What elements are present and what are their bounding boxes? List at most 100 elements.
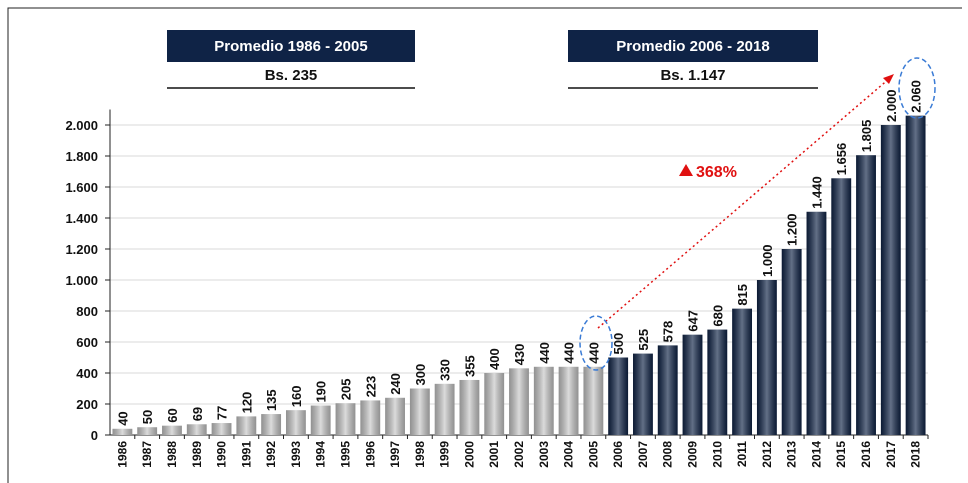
value-label: 120	[239, 392, 254, 414]
x-tick-label: 2004	[562, 441, 576, 468]
x-tick-label: 1986	[115, 441, 129, 468]
x-tick-label: 1990	[215, 441, 229, 468]
y-tick-label: 1.200	[65, 242, 98, 257]
x-tick-label: 2014	[809, 441, 823, 468]
value-label: 525	[636, 329, 651, 351]
bar-sheen	[137, 427, 157, 435]
value-label: 240	[388, 373, 403, 395]
x-tick-label: 1994	[314, 441, 328, 468]
box1-title: Promedio 1986 - 2005	[214, 38, 367, 55]
box1-value: Bs. 235	[265, 67, 318, 84]
x-tick-label: 2013	[785, 441, 799, 468]
x-tick-label: 1998	[413, 441, 427, 468]
x-tick-label: 1996	[363, 441, 377, 468]
x-tick-label: 2005	[586, 441, 600, 468]
y-tick-label: 0	[91, 428, 98, 443]
x-tick-label: 1988	[165, 441, 179, 468]
bar-sheen	[658, 345, 678, 435]
x-tick-label: 2007	[636, 441, 650, 468]
x-tick-label: 2017	[884, 441, 898, 468]
bar-sheen	[906, 116, 926, 435]
x-tick-label: 2011	[735, 441, 749, 467]
value-label: 400	[487, 348, 502, 370]
x-tick-label: 1989	[190, 441, 204, 468]
box2-title: Promedio 2006 - 2018	[616, 38, 769, 55]
value-label: 1.440	[809, 176, 824, 209]
bar-sheen	[807, 212, 827, 435]
y-tick-label: 200	[76, 397, 98, 412]
x-tick-label: 2002	[512, 441, 526, 468]
x-tick-label: 1992	[264, 441, 278, 468]
bar-sheen	[261, 414, 281, 435]
value-label: 60	[165, 408, 180, 422]
x-tick-label: 1991	[239, 441, 253, 468]
x-tick-label: 2009	[686, 441, 700, 468]
bars	[112, 116, 925, 435]
x-tick-label: 2008	[661, 441, 675, 468]
bar-sheen	[856, 155, 876, 435]
x-tick-label: 2012	[760, 441, 774, 468]
value-label: 1.656	[834, 143, 849, 176]
value-label: 815	[735, 284, 750, 306]
value-label: 69	[190, 407, 205, 421]
bar-sheen	[385, 398, 405, 435]
bar-sheen	[583, 367, 603, 435]
value-label: 1.000	[760, 244, 775, 277]
y-tick-label: 600	[76, 335, 98, 350]
x-tick-label: 1995	[338, 441, 352, 468]
x-tick-label: 2001	[487, 441, 501, 468]
value-label: 300	[413, 364, 428, 386]
value-label: 77	[215, 406, 230, 420]
bar-sheen	[881, 125, 901, 435]
growth-label: 368%	[696, 164, 737, 181]
up-triangle	[679, 164, 693, 176]
bar-sheen	[112, 429, 132, 435]
value-label: 680	[710, 305, 725, 327]
value-label: 647	[686, 310, 701, 332]
value-label: 40	[115, 411, 130, 425]
bar-sheen	[633, 354, 653, 435]
value-label: 500	[611, 333, 626, 355]
value-label: 440	[586, 342, 601, 364]
x-tick-label: 1997	[388, 441, 402, 468]
box2-value: Bs. 1.147	[660, 67, 725, 84]
value-label: 355	[462, 355, 477, 377]
bar-sheen	[435, 384, 455, 435]
x-tick-label: 2016	[859, 441, 873, 468]
bar-sheen	[782, 249, 802, 435]
value-label: 50	[140, 410, 155, 424]
x-tick-label: 1999	[438, 441, 452, 468]
value-label: 2.060	[909, 80, 924, 113]
x-tick-label: 2010	[710, 441, 724, 468]
x-tick-label: 2003	[537, 441, 551, 468]
value-label: 430	[512, 344, 527, 366]
value-label: 160	[289, 385, 304, 407]
x-tick-label: 1993	[289, 441, 303, 468]
bar-sheen	[683, 335, 703, 435]
bar-sheen	[831, 178, 851, 435]
y-tick-label: 800	[76, 304, 98, 319]
bar-sheen	[460, 380, 480, 435]
bar-sheen	[509, 368, 529, 435]
value-label: 190	[314, 381, 329, 403]
bar-sheen	[559, 367, 579, 435]
x-tick-label: 2015	[834, 441, 848, 468]
bar-sheen	[236, 416, 256, 435]
value-label: 205	[338, 379, 353, 401]
x-tick-label: 1987	[140, 441, 154, 468]
value-label: 1.805	[859, 120, 874, 153]
y-tick-label: 400	[76, 366, 98, 381]
value-label: 440	[537, 342, 552, 364]
arrow-head	[883, 74, 894, 84]
bar-sheen	[707, 330, 727, 435]
y-tick-label: 1.000	[65, 273, 98, 288]
bar-sheen	[608, 358, 628, 436]
bar-sheen	[336, 403, 356, 435]
chart: 02004006008001.0001.2001.4001.6001.8002.…	[0, 0, 968, 483]
value-label: 223	[363, 376, 378, 398]
y-tick-label: 2.000	[65, 118, 98, 133]
bar-sheen	[187, 424, 207, 435]
x-tick-label: 2000	[462, 441, 476, 468]
value-label: 1.200	[785, 213, 800, 246]
value-label: 135	[264, 389, 279, 411]
